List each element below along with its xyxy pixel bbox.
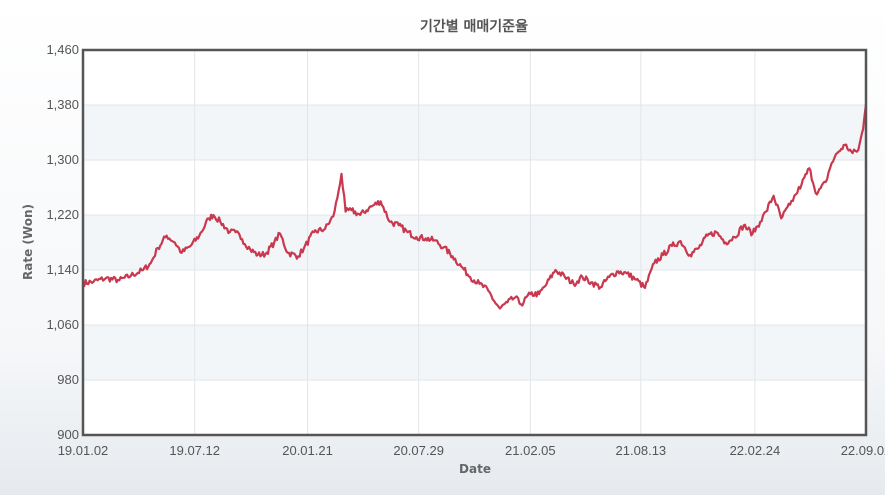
plot-band xyxy=(83,215,866,270)
y-tick-label: 1,300 xyxy=(46,152,79,167)
y-tick-label: 1,140 xyxy=(46,262,79,277)
x-tick-label: 20.07.29 xyxy=(393,443,444,458)
x-axis-title: Date xyxy=(459,462,491,476)
x-axis-ticks: 19.01.02 19.07.12 20.01.21 20.07.29 21.02.05… xyxy=(58,443,885,458)
x-tick-label: 22.02.24 xyxy=(730,443,781,458)
y-tick-label: 1,460 xyxy=(46,42,79,57)
plot-frame xyxy=(81,48,868,437)
chart-title: 기간별 매매기준율 xyxy=(420,18,528,35)
y-tick-label: 1,220 xyxy=(46,207,79,222)
y-tick-label: 1,380 xyxy=(46,97,79,112)
x-tick-label: 22.09.02 xyxy=(841,443,885,458)
x-tick-label: 19.07.12 xyxy=(169,443,220,458)
series-line xyxy=(81,104,868,310)
y-axis-title: Rate (Won) xyxy=(21,204,35,280)
y-tick-label: 980 xyxy=(57,372,79,387)
x-tick-label: 21.02.05 xyxy=(505,443,556,458)
x-tick-label: 21.08.13 xyxy=(616,443,667,458)
y-tick-label: 1,060 xyxy=(46,317,79,332)
plot-band xyxy=(83,105,866,160)
y-axis-ticks: 900 980 1,060 1,140 1,220 1,300 1,380 1,460 xyxy=(46,42,79,442)
y-tick-label: 900 xyxy=(57,427,79,442)
plot-bands xyxy=(83,105,866,380)
plot-band xyxy=(83,325,866,380)
x-tick-label: 19.01.02 xyxy=(58,443,109,458)
x-tick-label: 20.01.21 xyxy=(282,443,333,458)
